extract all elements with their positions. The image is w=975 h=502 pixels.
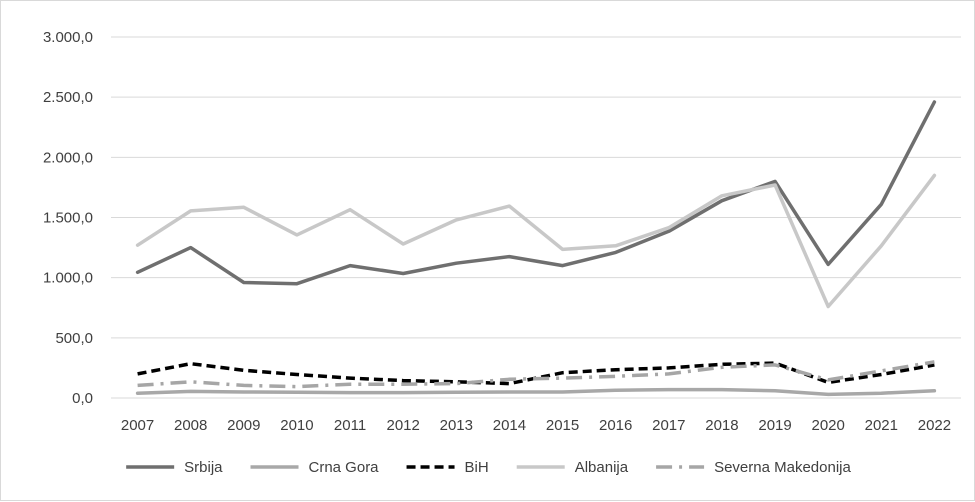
y-tick-label: 0,0 (72, 390, 93, 407)
x-tick-label: 2009 (227, 417, 260, 434)
x-tick-label: 2012 (387, 417, 420, 434)
y-tick-label: 1.000,0 (43, 270, 93, 287)
legend-label: Srbija (184, 459, 223, 476)
y-tick-label: 2.500,0 (43, 89, 93, 106)
x-tick-label: 2015 (546, 417, 579, 434)
x-tick-label: 2010 (280, 417, 313, 434)
series-line-bih (137, 361, 935, 386)
y-tick-label: 3.000,0 (43, 29, 93, 46)
legend: Srbija Crna Gora BiH Albanija Severna Makedo… (126, 459, 851, 476)
legend-label: Albanija (575, 459, 629, 476)
legend-label: Crna Gora (309, 459, 380, 476)
x-tick-label: 2007 (121, 417, 154, 434)
x-tick-label: 2008 (174, 417, 207, 434)
x-tick-label: 2018 (705, 417, 738, 434)
y-tick-label: 1.500,0 (43, 210, 93, 227)
x-tick-label: 2014 (493, 417, 526, 434)
series-line-srbija (135, 100, 937, 286)
y-axis-ticks: 0,0 500,0 1.000,0 1.500,0 2.000,0 2.500,0 3.00… (43, 29, 93, 407)
series-line-crna-gora (135, 387, 937, 397)
x-tick-label: 2022 (918, 417, 951, 434)
x-tick-label: 2019 (758, 417, 791, 434)
series-line-severna-makedonija (137, 360, 935, 389)
y-tick-label: 2.000,0 (43, 149, 93, 166)
series-line-albanija (135, 173, 937, 309)
x-tick-label: 2011 (334, 417, 366, 434)
x-tick-label: 2020 (812, 417, 845, 434)
x-tick-label: 2016 (599, 417, 632, 434)
y-tick-label: 500,0 (55, 330, 93, 347)
legend-label: BiH (465, 459, 489, 476)
gridlines (111, 36, 961, 399)
series-lines (135, 100, 937, 397)
x-axis-ticks: 2007 2008 2009 2010 2011 2012 2013 2014 2015 2016… (121, 417, 951, 434)
x-tick-label: 2013 (440, 417, 473, 434)
x-tick-label: 2021 (865, 417, 898, 434)
x-tick-label: 2017 (652, 417, 685, 434)
legend-label: Severna Makedonija (714, 459, 851, 476)
